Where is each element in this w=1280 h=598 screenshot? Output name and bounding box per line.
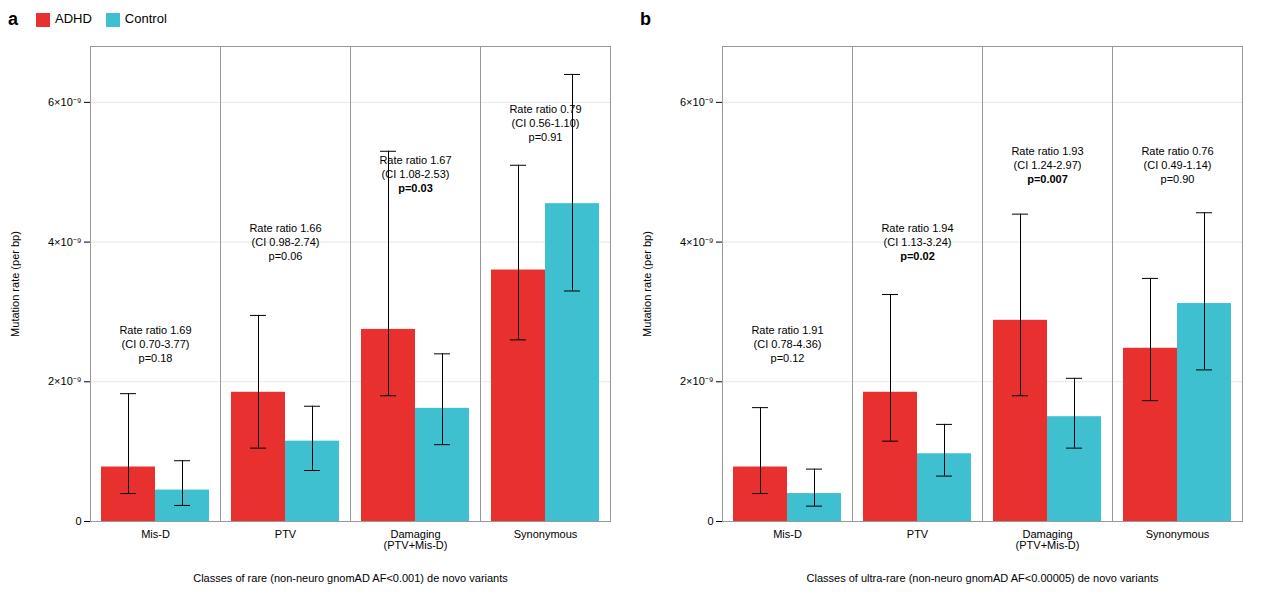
svg-text:Mis-D: Mis-D (773, 528, 802, 540)
svg-text:p=0.12: p=0.12 (771, 352, 805, 364)
svg-text:PTV: PTV (907, 528, 929, 540)
svg-text:0: 0 (707, 515, 713, 527)
svg-text:p=0.06: p=0.06 (269, 250, 303, 262)
svg-text:6×10⁻⁹: 6×10⁻⁹ (680, 96, 714, 108)
svg-text:Rate ratio 1.67: Rate ratio 1.67 (379, 154, 451, 166)
svg-text:Mis-D: Mis-D (141, 528, 170, 540)
svg-text:Rate ratio 1.93: Rate ratio 1.93 (1011, 145, 1083, 157)
svg-text:2×10⁻⁹: 2×10⁻⁹ (48, 375, 82, 387)
html-text:Control: Control (124, 11, 167, 27)
svg-text:p=0.91: p=0.91 (529, 131, 563, 143)
html-text:a: a (8, 8, 18, 29)
svg-text:Damaging(PTV+Mis-D): Damaging(PTV+Mis-D) (384, 528, 448, 551)
svg-text:(CI 0.78-4.36): (CI 0.78-4.36) (754, 338, 822, 350)
html-text:ADHD: ADHD (55, 11, 92, 27)
svg-text:(CI 0.49-1.14): (CI 0.49-1.14) (1144, 159, 1212, 171)
svg-text:p=0.03: p=0.03 (398, 182, 433, 194)
svg-text:p=0.18: p=0.18 (139, 352, 173, 364)
svg-text:Rate ratio 0.79: Rate ratio 0.79 (509, 103, 581, 115)
svg-text:Classes of rare (non-neuro gno: Classes of rare (non-neuro gnomAD AF<0.0… (193, 572, 508, 584)
svg-text:p=0.90: p=0.90 (1161, 173, 1195, 185)
svg-text:Classes of ultra-rare (non-neu: Classes of ultra-rare (non-neuro gnomAD … (807, 572, 1159, 584)
svg-text:4×10⁻⁹: 4×10⁻⁹ (680, 236, 714, 248)
svg-text:(CI 1.08-2.53): (CI 1.08-2.53) (382, 168, 450, 180)
svg-text:2×10⁻⁹: 2×10⁻⁹ (680, 375, 714, 387)
svg-text:p=0.02: p=0.02 (900, 250, 935, 262)
svg-text:p=0.007: p=0.007 (1027, 173, 1068, 185)
svg-text:Synonymous: Synonymous (514, 528, 578, 540)
svg-text:Mutation rate (per bp): Mutation rate (per bp) (9, 231, 21, 337)
svg-text:(CI 0.56-1.10): (CI 0.56-1.10) (512, 117, 580, 129)
svg-text:(CI 1.13-3.24): (CI 1.13-3.24) (884, 236, 952, 248)
svg-text:Rate ratio 1.69: Rate ratio 1.69 (119, 324, 191, 336)
svg-text:Rate ratio 1.91: Rate ratio 1.91 (751, 324, 823, 336)
svg-text:Rate ratio 1.94: Rate ratio 1.94 (881, 222, 953, 234)
svg-text:PTV: PTV (275, 528, 297, 540)
svg-text:Damaging(PTV+Mis-D): Damaging(PTV+Mis-D) (1016, 528, 1080, 551)
svg-text:Mutation rate (per bp): Mutation rate (per bp) (641, 231, 653, 337)
svg-text:4×10⁻⁹: 4×10⁻⁹ (48, 236, 82, 248)
svg-text:0: 0 (75, 515, 81, 527)
svg-text:(CI 1.24-2.97): (CI 1.24-2.97) (1014, 159, 1082, 171)
svg-text:(CI 0.70-3.77): (CI 0.70-3.77) (122, 338, 190, 350)
svg-text:Synonymous: Synonymous (1146, 528, 1210, 540)
svg-text:Rate ratio 1.66: Rate ratio 1.66 (249, 222, 321, 234)
svg-text:(CI 0.98-2.74): (CI 0.98-2.74) (252, 236, 320, 248)
html-text:b: b (640, 8, 651, 29)
svg-text:Rate ratio 0.76: Rate ratio 0.76 (1141, 145, 1213, 157)
svg-text:6×10⁻⁹: 6×10⁻⁹ (48, 96, 82, 108)
